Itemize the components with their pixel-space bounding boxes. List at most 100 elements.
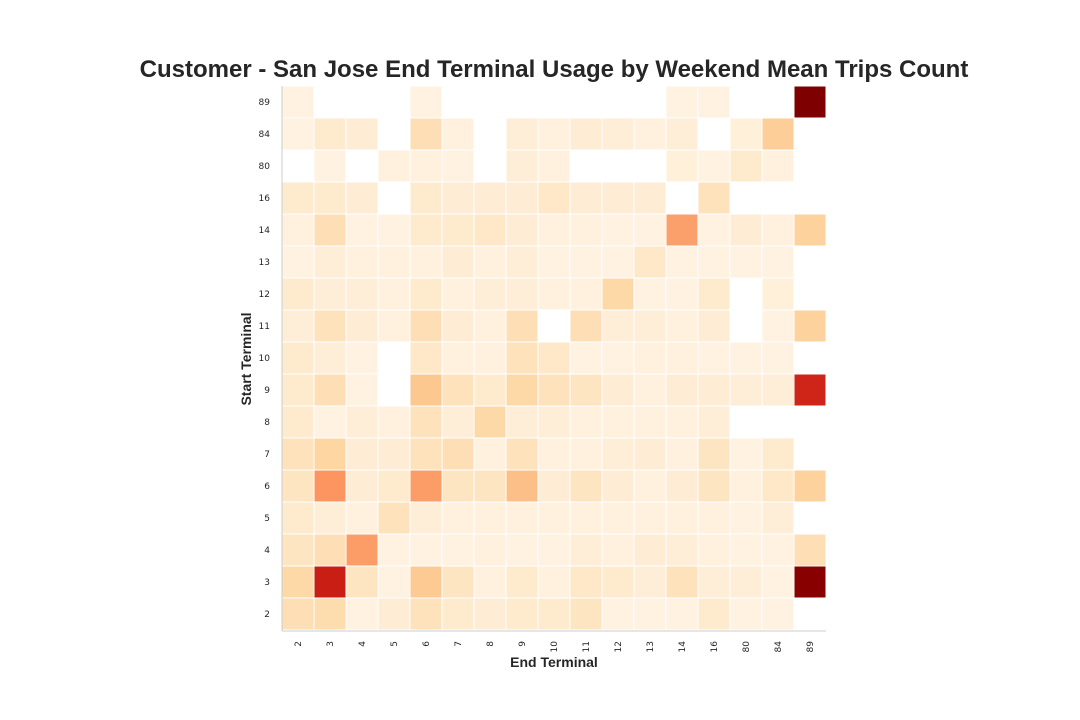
heatmap-cell bbox=[601, 181, 635, 215]
heatmap-cell bbox=[633, 341, 667, 375]
heatmap-cell bbox=[441, 533, 475, 567]
heatmap-cell bbox=[377, 597, 411, 631]
heatmap-cell bbox=[729, 501, 763, 535]
heatmap-cell bbox=[697, 213, 731, 247]
x-tick-label: 8 bbox=[486, 641, 496, 647]
heatmap-cell bbox=[313, 469, 347, 503]
x-tick-label: 6 bbox=[422, 641, 432, 647]
heatmap-cell bbox=[409, 597, 443, 631]
heatmap-cell bbox=[665, 277, 699, 311]
heatmap-cell bbox=[601, 373, 635, 407]
heatmap-cell bbox=[345, 469, 379, 503]
heatmap-cell bbox=[441, 469, 475, 503]
heatmap-cell bbox=[441, 245, 475, 279]
heatmap-cell bbox=[633, 373, 667, 407]
x-tick-label: 14 bbox=[678, 641, 688, 653]
heatmap-cell bbox=[633, 501, 667, 535]
heatmap-cell bbox=[793, 85, 827, 119]
heatmap-cell bbox=[281, 117, 315, 151]
heatmap-cell bbox=[505, 501, 539, 535]
heatmap-cell bbox=[505, 149, 539, 183]
heatmap-cell bbox=[761, 533, 795, 567]
heatmap-cell bbox=[473, 245, 507, 279]
heatmap-cell bbox=[345, 213, 379, 247]
heatmap-cell bbox=[729, 245, 763, 279]
heatmap-cell bbox=[761, 149, 795, 183]
heatmap-cell bbox=[665, 149, 699, 183]
heatmap-cell bbox=[569, 181, 603, 215]
heatmap-cell bbox=[505, 181, 539, 215]
heatmap-cell bbox=[505, 565, 539, 599]
heatmap-cell bbox=[409, 565, 443, 599]
heatmap-cell bbox=[345, 277, 379, 311]
heatmap-cell bbox=[377, 149, 411, 183]
heatmap-cell bbox=[377, 405, 411, 439]
heatmap-cell bbox=[697, 565, 731, 599]
heatmap-cell bbox=[505, 469, 539, 503]
heatmap-cell bbox=[569, 405, 603, 439]
heatmap-cell bbox=[409, 501, 443, 535]
heatmap-cell bbox=[441, 437, 475, 471]
heatmap-cell bbox=[281, 245, 315, 279]
heatmap-cell bbox=[569, 501, 603, 535]
heatmap-cell bbox=[537, 565, 571, 599]
heatmap-cell bbox=[633, 309, 667, 343]
heatmap-cell bbox=[281, 85, 315, 119]
heatmap-cell bbox=[473, 309, 507, 343]
heatmap-cell bbox=[505, 213, 539, 247]
heatmap-cell bbox=[313, 341, 347, 375]
heatmap-cell bbox=[441, 309, 475, 343]
x-tick-label: 3 bbox=[326, 641, 336, 647]
heatmap-cell bbox=[441, 597, 475, 631]
heatmap-cell bbox=[729, 213, 763, 247]
heatmap-cell bbox=[761, 117, 795, 151]
heatmap-cell bbox=[633, 245, 667, 279]
heatmap-cell bbox=[633, 277, 667, 311]
heatmap-cell bbox=[537, 469, 571, 503]
heatmap-cell bbox=[633, 565, 667, 599]
heatmap-cell bbox=[345, 309, 379, 343]
x-tick-label: 11 bbox=[582, 641, 592, 652]
heatmap-cell bbox=[665, 341, 699, 375]
heatmap-cell bbox=[345, 405, 379, 439]
y-tick-label: 10 bbox=[259, 354, 271, 364]
heatmap-cell bbox=[537, 245, 571, 279]
y-tick-label: 3 bbox=[264, 578, 270, 588]
heatmap-cell bbox=[313, 405, 347, 439]
x-tick-label: 10 bbox=[550, 641, 560, 653]
heatmap-cell bbox=[697, 277, 731, 311]
heatmap-cell bbox=[473, 213, 507, 247]
heatmap-cell bbox=[505, 245, 539, 279]
heatmap-cell bbox=[601, 117, 635, 151]
heatmap-cell bbox=[761, 245, 795, 279]
heatmap-cell bbox=[761, 597, 795, 631]
heatmap-cell bbox=[281, 405, 315, 439]
heatmap-cell bbox=[569, 597, 603, 631]
heatmap-cell bbox=[569, 533, 603, 567]
heatmap-cell bbox=[377, 469, 411, 503]
heatmap-cell bbox=[409, 533, 443, 567]
heatmap-cell bbox=[569, 469, 603, 503]
y-tick-label: 2 bbox=[264, 610, 270, 620]
heatmap-cell bbox=[601, 277, 635, 311]
heatmap-cell bbox=[313, 309, 347, 343]
x-tick-label: 5 bbox=[390, 641, 400, 647]
heatmap-cell bbox=[281, 437, 315, 471]
heatmap-cell bbox=[441, 373, 475, 407]
heatmap-cell bbox=[793, 309, 827, 343]
y-tick-label: 12 bbox=[259, 290, 270, 300]
heatmap-cell bbox=[345, 597, 379, 631]
heatmap-cell bbox=[665, 117, 699, 151]
heatmap-cell bbox=[505, 597, 539, 631]
heatmap-cell bbox=[313, 437, 347, 471]
heatmap-cell bbox=[473, 533, 507, 567]
heatmap-cell bbox=[729, 149, 763, 183]
heatmap-cell bbox=[281, 181, 315, 215]
heatmap-cell bbox=[345, 245, 379, 279]
y-tick-label: 14 bbox=[259, 226, 271, 236]
heatmap-cell bbox=[345, 437, 379, 471]
heatmap-cell bbox=[761, 309, 795, 343]
heatmap-cell bbox=[281, 533, 315, 567]
heatmap-cell bbox=[601, 469, 635, 503]
heatmap-cell bbox=[441, 117, 475, 151]
